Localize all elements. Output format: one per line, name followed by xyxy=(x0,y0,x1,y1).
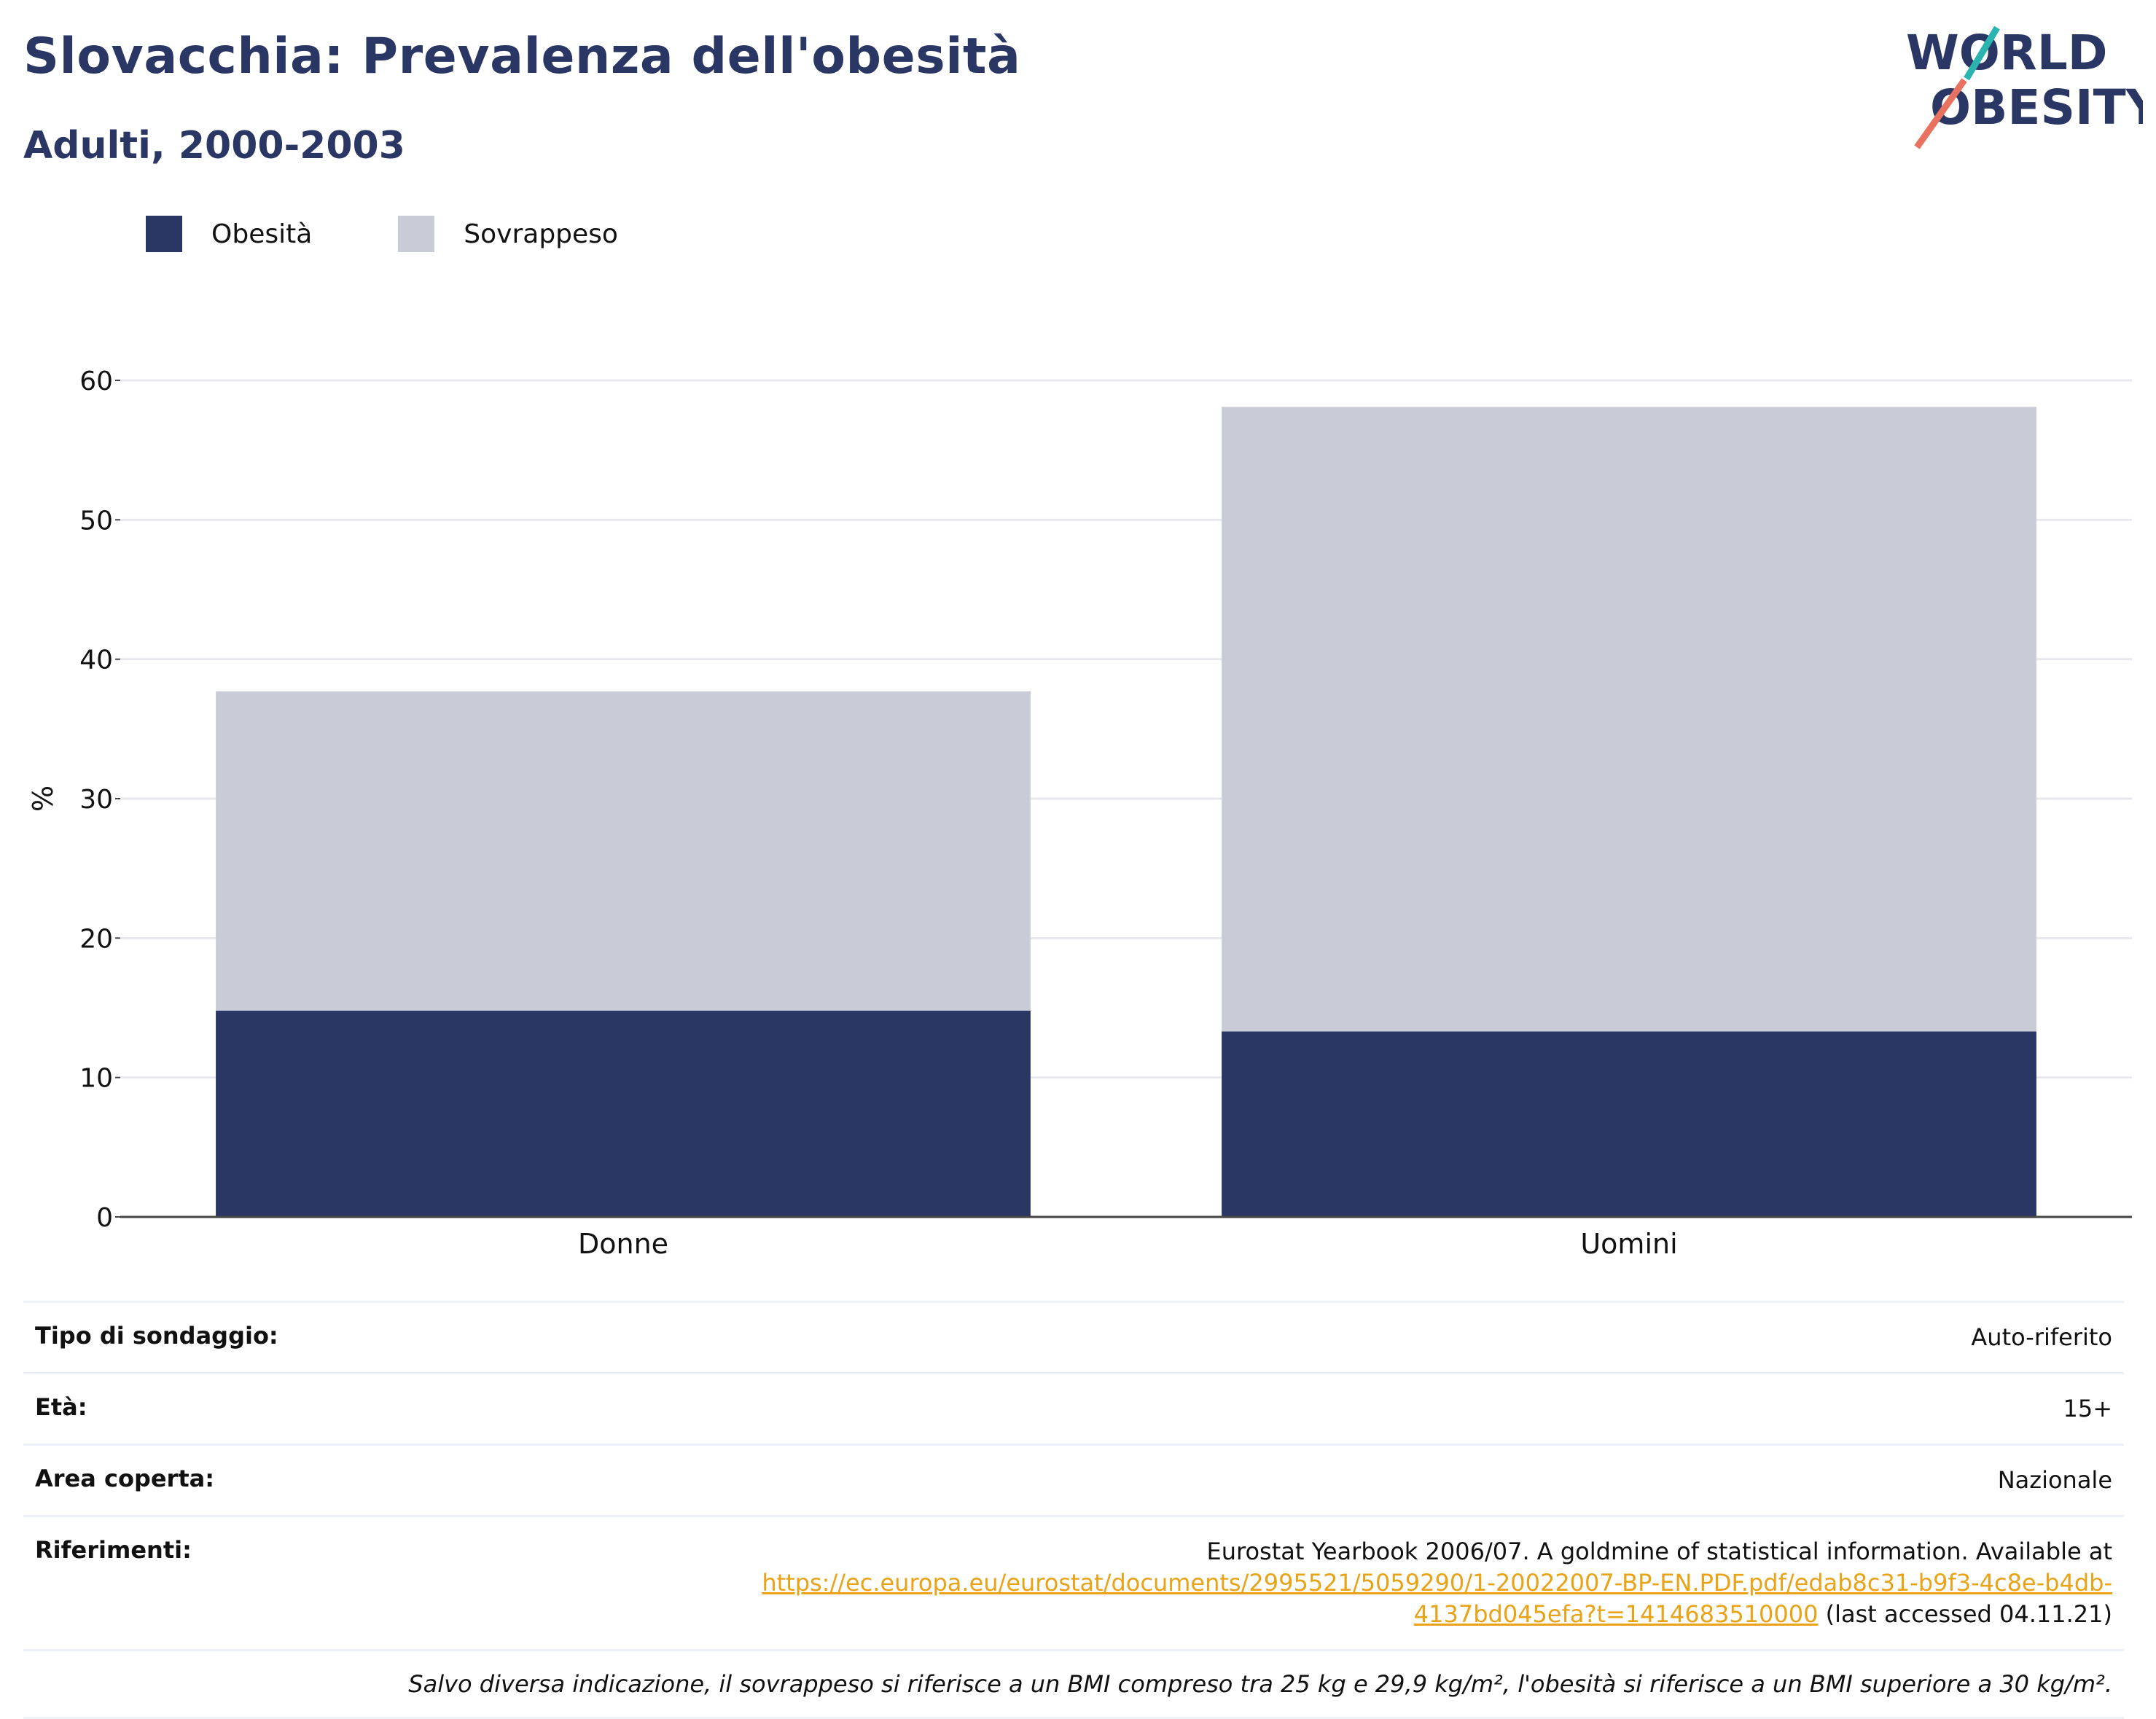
chart-legend: Obesità Sovrappeso xyxy=(146,216,704,252)
survey-label: Tipo di sondaggio: xyxy=(35,1322,278,1350)
x-tick-label: Donne xyxy=(578,1228,668,1260)
legend-label-obesita: Obesità xyxy=(211,219,313,249)
reference-link-part2: 4137bd045efa?t=1414683510000 xyxy=(1413,1600,1819,1628)
info-table: Tipo di sondaggio: Auto-riferito Età: 15… xyxy=(23,1301,2124,1719)
age-value: 15+ xyxy=(2063,1395,2112,1422)
bar-uomini-obesita xyxy=(1222,1031,2036,1217)
bar-donne-obesita xyxy=(216,1010,1031,1217)
info-row-age: Età: 15+ xyxy=(23,1372,2124,1444)
info-row-references: Riferimenti: Eurostat Yearbook 2006/07. … xyxy=(23,1515,2124,1649)
y-tick-label: 60 xyxy=(79,367,113,396)
legend-item-obesita: Obesità xyxy=(146,216,312,252)
area-value: Nazionale xyxy=(1997,1466,2112,1494)
logo-line1: WORLD xyxy=(1906,25,2108,81)
bmi-note: Salvo diversa indicazione, il sovrappeso… xyxy=(23,1649,2124,1719)
x-tick-label: Uomini xyxy=(1580,1228,1677,1260)
area-label: Area coperta: xyxy=(35,1465,215,1492)
survey-value: Auto-riferito xyxy=(1971,1323,2112,1351)
logo-slash-red xyxy=(1914,78,1967,149)
logo-slash-teal xyxy=(1964,26,2000,81)
y-tick-label: 20 xyxy=(79,924,113,954)
legend-swatch-sovrappeso xyxy=(398,216,435,252)
y-tick-label: 40 xyxy=(79,646,113,676)
reference-text: Eurostat Yearbook 2006/07. A goldmine of… xyxy=(1206,1538,2113,1565)
legend-item-sovrappeso: Sovrappeso xyxy=(398,216,618,252)
references-value: Eurostat Yearbook 2006/07. A goldmine of… xyxy=(762,1536,2112,1630)
reference-link-part1: https://ec.europa.eu/eurostat/documents/… xyxy=(762,1569,2112,1597)
y-tick-label: 0 xyxy=(96,1203,113,1233)
y-tick-label: 50 xyxy=(79,506,113,536)
legend-label-sovrappeso: Sovrappeso xyxy=(464,219,618,249)
legend-swatch-obesita xyxy=(146,216,182,252)
reference-accessed: (last accessed 04.11.21) xyxy=(1818,1600,2112,1628)
logo-line2: OBESITY xyxy=(1930,79,2143,136)
reference-link[interactable]: https://ec.europa.eu/eurostat/documents/… xyxy=(762,1569,2112,1628)
references-label: Riferimenti: xyxy=(35,1536,192,1564)
y-tick-label: 30 xyxy=(79,785,113,815)
world-obesity-logo: WORLD OBESITY xyxy=(1906,25,2143,149)
info-row-survey: Tipo di sondaggio: Auto-riferito xyxy=(23,1301,2124,1372)
bar-uomini-sovrappeso xyxy=(1222,407,2036,1032)
bar-donne-sovrappeso xyxy=(216,691,1031,1011)
y-tick-label: 10 xyxy=(79,1064,113,1094)
y-axis-title: % xyxy=(27,786,59,812)
bar-chart: 0 10 20 30 40 50 60% Donne Uomini xyxy=(27,367,2132,1260)
chart-title: Slovacchia: Prevalenza dell'obesità xyxy=(23,28,1021,85)
chart-subtitle: Adulti, 2000-2003 xyxy=(23,124,405,168)
age-label: Età: xyxy=(35,1393,87,1421)
info-row-area: Area coperta: Nazionale xyxy=(23,1444,2124,1515)
